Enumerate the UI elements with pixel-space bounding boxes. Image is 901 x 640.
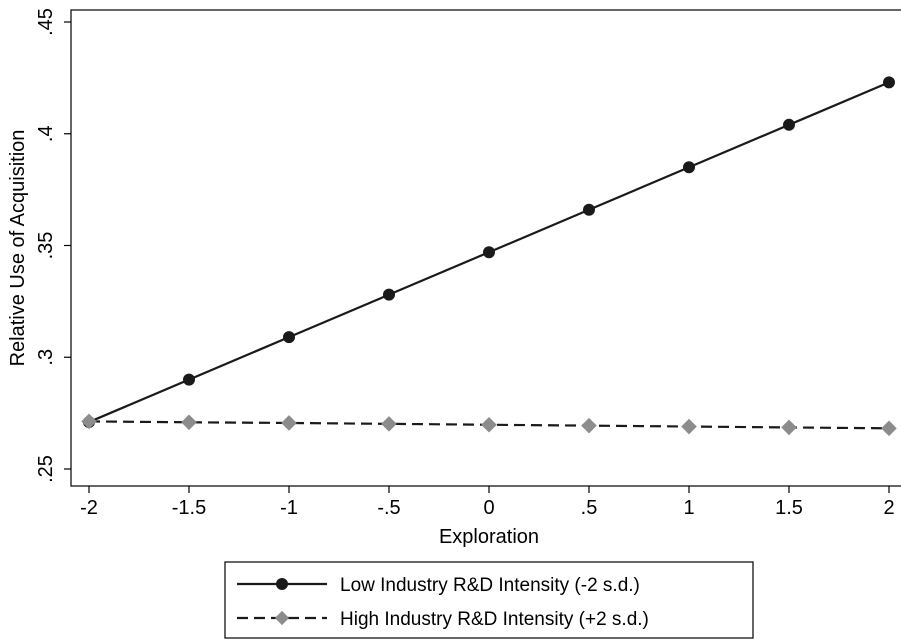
x-tick-label: .5 [581, 497, 598, 519]
series-layer [81, 76, 897, 437]
data-point [583, 203, 595, 216]
x-tick-label: -.5 [377, 497, 400, 519]
data-point [183, 373, 195, 386]
x-tick-label: 0 [483, 497, 494, 519]
data-point [681, 418, 697, 435]
legend-label-high: High Industry R&D Intensity (+2 s.d.) [340, 609, 649, 630]
data-point [181, 414, 197, 431]
x-tick-label: 1.5 [775, 497, 803, 519]
data-point [381, 416, 397, 432]
legend-box [224, 561, 754, 639]
x-tick-label: 2 [883, 497, 894, 519]
x-tick-label: -1 [280, 497, 298, 519]
x-tick-label: -1.5 [172, 497, 206, 519]
y-axis: .25 .3 .35 .4 .45 [35, 8, 71, 483]
y-tick-label: .4 [35, 125, 57, 142]
y-tick-label: .3 [35, 349, 57, 366]
legend-marker-high [274, 610, 290, 626]
data-point [781, 419, 797, 436]
y-tick-label: .25 [35, 455, 57, 483]
y-axis-label: Relative Use of Acquisition [7, 130, 29, 367]
x-axis-label: Exploration [439, 526, 539, 548]
y-tick-label: .35 [35, 232, 57, 260]
y-tick-label: .45 [35, 8, 57, 36]
data-point [881, 420, 897, 437]
data-point [783, 118, 795, 131]
data-point [581, 417, 597, 434]
data-point [281, 415, 297, 431]
data-point [481, 416, 497, 433]
legend-label-low: Low Industry R&D Intensity (-2 s.d.) [340, 575, 640, 596]
data-point [883, 76, 895, 89]
data-point [383, 288, 395, 301]
x-axis: -2 -1.5 -1 -.5 0 .5 1 1.5 2 [80, 486, 895, 519]
data-point [283, 331, 295, 344]
data-point [683, 161, 695, 174]
legend-marker-low [276, 578, 288, 590]
legend: Low Industry R&D Intensity (-2 s.d.) Hig… [224, 561, 754, 639]
x-tick-label: 1 [683, 497, 694, 519]
data-point [483, 246, 495, 259]
x-tick-label: -2 [80, 497, 98, 519]
data-point [81, 413, 97, 430]
